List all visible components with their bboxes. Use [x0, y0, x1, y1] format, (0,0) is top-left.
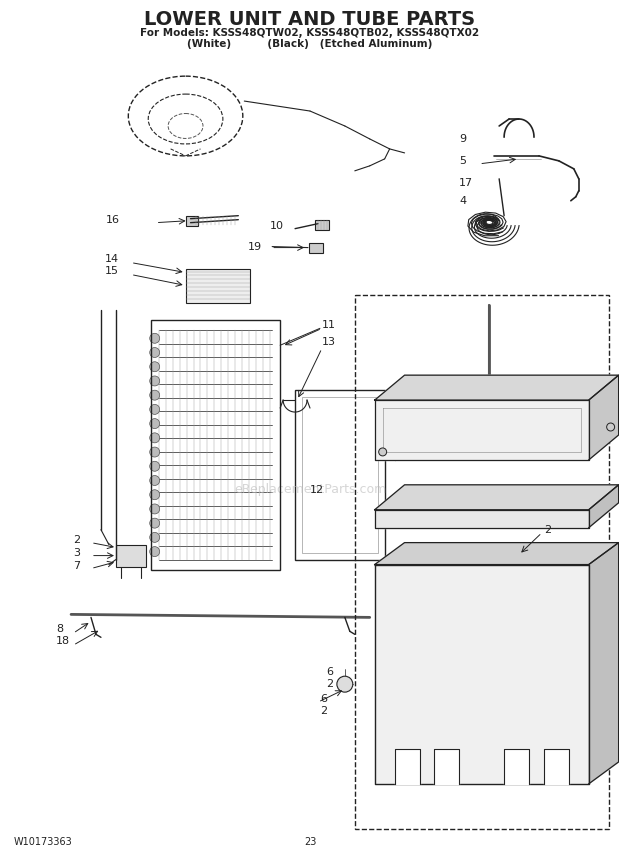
Text: 12: 12	[310, 484, 324, 495]
Text: 5: 5	[459, 156, 466, 166]
Text: 17: 17	[459, 178, 474, 187]
Text: 4: 4	[459, 196, 466, 205]
Circle shape	[149, 504, 160, 514]
Circle shape	[149, 362, 160, 372]
Text: For Models: KSSS48QTW02, KSSS48QTB02, KSSS48QTX02: For Models: KSSS48QTW02, KSSS48QTB02, KS…	[141, 28, 479, 39]
Circle shape	[149, 419, 160, 429]
Circle shape	[149, 490, 160, 500]
Polygon shape	[374, 543, 619, 565]
Text: 16: 16	[106, 215, 120, 224]
Circle shape	[337, 676, 353, 693]
Text: 10: 10	[270, 221, 284, 230]
Circle shape	[149, 333, 160, 343]
Polygon shape	[374, 400, 589, 460]
Text: 2: 2	[320, 706, 327, 716]
Polygon shape	[374, 509, 589, 527]
Circle shape	[149, 547, 160, 556]
Text: 6: 6	[320, 694, 327, 704]
Text: 2: 2	[326, 679, 333, 689]
Text: 3: 3	[73, 548, 80, 557]
Polygon shape	[435, 749, 459, 784]
Text: 8: 8	[56, 624, 63, 634]
Bar	[295, 390, 384, 560]
FancyBboxPatch shape	[185, 269, 250, 303]
Circle shape	[149, 404, 160, 414]
Circle shape	[149, 376, 160, 386]
Text: W10173363: W10173363	[14, 836, 72, 847]
Circle shape	[606, 423, 614, 431]
Bar	[151, 320, 280, 569]
Circle shape	[379, 448, 387, 456]
Polygon shape	[504, 749, 529, 784]
Text: (White)          (Black)   (Etched Aluminum): (White) (Black) (Etched Aluminum)	[187, 39, 433, 50]
Text: 2: 2	[544, 525, 551, 535]
Polygon shape	[589, 484, 619, 527]
Text: 14: 14	[105, 253, 119, 264]
Circle shape	[149, 433, 160, 443]
Polygon shape	[589, 543, 619, 784]
FancyBboxPatch shape	[116, 544, 146, 567]
Text: 15: 15	[105, 265, 119, 276]
Circle shape	[149, 447, 160, 457]
Text: eReplacementParts.com: eReplacementParts.com	[234, 484, 386, 496]
FancyBboxPatch shape	[185, 216, 198, 226]
Circle shape	[149, 518, 160, 528]
Polygon shape	[394, 749, 420, 784]
Polygon shape	[374, 565, 589, 784]
FancyBboxPatch shape	[315, 220, 329, 229]
Text: 19: 19	[248, 241, 262, 252]
Text: 13: 13	[322, 337, 336, 348]
Bar	[355, 295, 609, 829]
Circle shape	[149, 390, 160, 400]
Circle shape	[149, 461, 160, 472]
Text: 7: 7	[73, 561, 80, 571]
Circle shape	[149, 348, 160, 358]
Polygon shape	[374, 484, 619, 509]
Text: 6: 6	[326, 667, 333, 677]
Text: 23: 23	[304, 836, 316, 847]
Text: LOWER UNIT AND TUBE PARTS: LOWER UNIT AND TUBE PARTS	[144, 9, 476, 29]
Text: 11: 11	[322, 320, 336, 330]
Text: 18: 18	[56, 636, 70, 646]
Bar	[302, 397, 378, 553]
Text: 2: 2	[73, 535, 80, 544]
FancyBboxPatch shape	[309, 242, 323, 253]
Circle shape	[149, 476, 160, 485]
Polygon shape	[544, 749, 569, 784]
Circle shape	[149, 532, 160, 543]
Polygon shape	[589, 375, 619, 460]
Polygon shape	[374, 375, 619, 400]
Text: 9: 9	[459, 134, 466, 144]
